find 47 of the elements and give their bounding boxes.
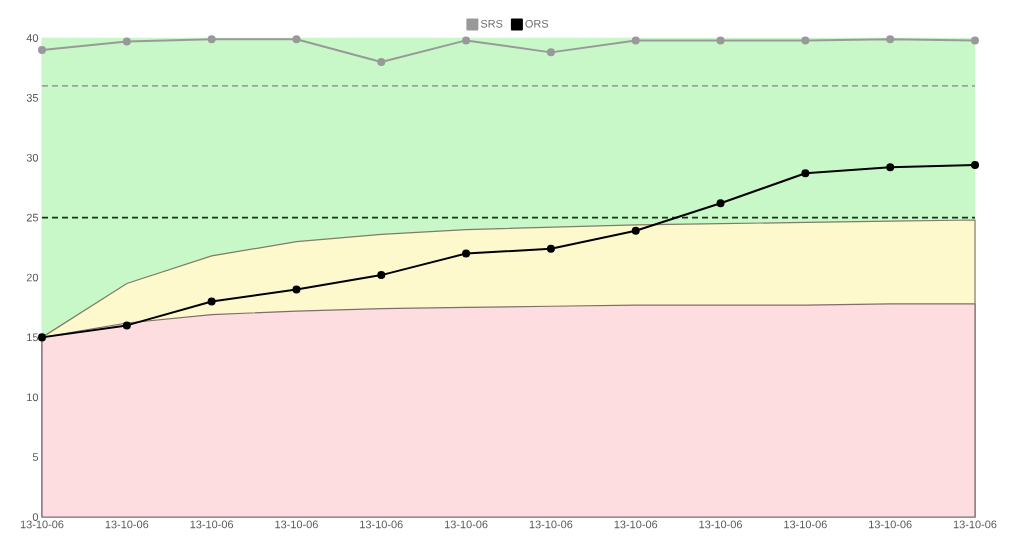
point [462,36,471,45]
y-tick-label: 0 [32,513,39,521]
point [377,271,386,280]
x-tick-label: 13-10-06 [275,520,318,529]
x-tick-label: 13-10-06 [869,520,912,529]
y-tick-label: 40 [26,34,39,42]
x-tick-label: 13-10-06 [105,520,149,529]
point [207,297,216,306]
x-tick-label: 13-10-06 [784,520,827,529]
legend-label: SRS [480,19,503,28]
x-tick-label: 13-10-06 [190,520,234,529]
y-tick-label: 35 [26,94,39,102]
point [546,48,555,57]
point [38,333,46,342]
y-tick-label: 15 [27,333,39,342]
point [631,226,640,235]
y-tick-label: 5 [32,453,39,461]
point [377,57,386,66]
point [38,45,46,54]
point [801,36,810,45]
point [716,199,725,208]
y-tick-label: 20 [26,273,39,282]
x-tick-label: 13-10-06 [444,520,488,529]
point [292,285,301,294]
y-tick-label: 10 [27,393,39,402]
point [631,36,640,45]
point [462,249,471,258]
point [971,160,980,169]
point [801,169,810,178]
x-tick-label: 13-10-06 [529,520,573,529]
point [971,36,980,45]
x-tick-label: 13-10-06 [614,520,658,529]
x-tick-label: 13-10-06 [20,520,64,529]
point [886,163,895,172]
point [122,321,131,330]
x-tick-label: 13-10-06 [360,520,403,529]
point [886,35,895,44]
x-tick-label: 13-10-06 [953,520,997,529]
x-tick-label: 13-10-06 [699,520,742,529]
point [122,37,131,46]
point [207,35,216,44]
point [292,35,301,44]
y-tick-label: 30 [26,153,39,162]
legend-label: ORS [525,19,549,28]
point [546,244,555,253]
y-tick-label: 25 [26,213,39,222]
point [716,36,725,45]
